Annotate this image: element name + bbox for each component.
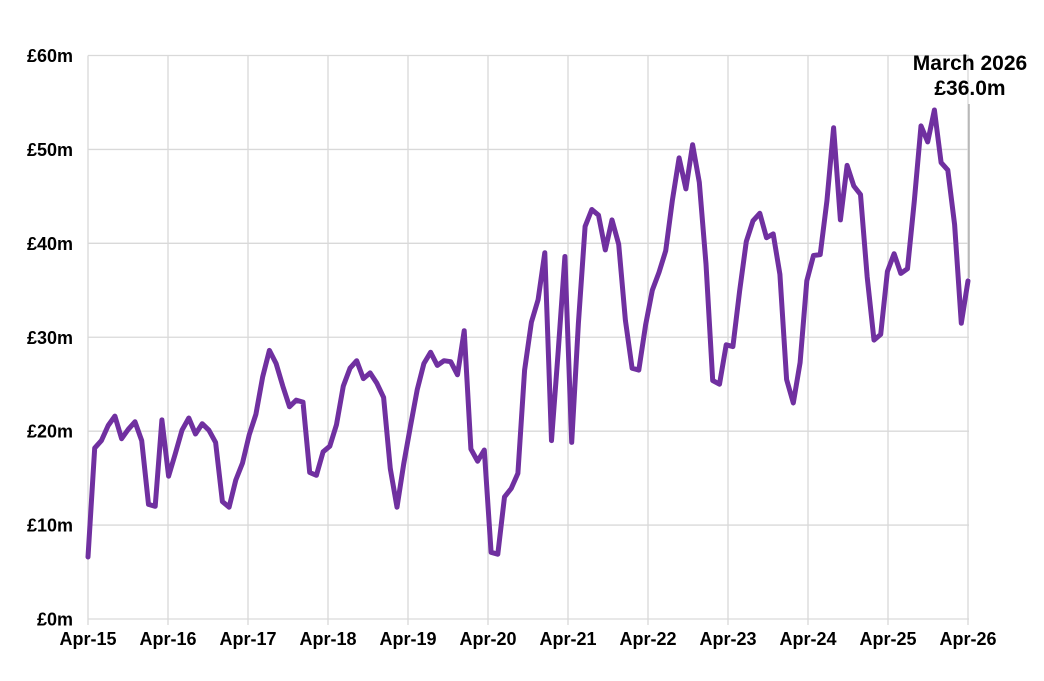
y-axis-label: £20m bbox=[27, 422, 73, 442]
data-series-line bbox=[85, 107, 971, 560]
horizontal-gridlines bbox=[88, 54, 969, 620]
x-axis-label: Apr-24 bbox=[779, 629, 836, 649]
y-axis-label: £10m bbox=[27, 516, 73, 536]
y-axis-label: £60m bbox=[27, 46, 73, 66]
x-axis-label: Apr-15 bbox=[59, 629, 116, 649]
x-axis-label: Apr-20 bbox=[459, 629, 516, 649]
x-axis-label: Apr-16 bbox=[139, 629, 196, 649]
y-axis-labels: £0m £10m £20m £30m £40m £50m £60m bbox=[27, 46, 73, 630]
y-axis-label: £40m bbox=[27, 234, 73, 254]
x-axis-label: Apr-18 bbox=[299, 629, 356, 649]
y-axis-label: £50m bbox=[27, 140, 73, 160]
y-axis-label: £30m bbox=[27, 328, 73, 348]
x-axis-label: Apr-25 bbox=[859, 629, 916, 649]
annotation-date-label: March 2026 bbox=[913, 52, 1027, 75]
x-axis-label: Apr-17 bbox=[219, 629, 276, 649]
x-axis-labels: Apr-15 Apr-16 Apr-17 Apr-18 Apr-19 Apr-20 Apr-… bbox=[59, 629, 996, 649]
x-axis-label: Apr-22 bbox=[619, 629, 676, 649]
x-axis-ticks bbox=[87, 619, 969, 625]
x-axis-label: Apr-19 bbox=[379, 629, 436, 649]
y-axis-label: £0m bbox=[37, 610, 73, 630]
x-axis-label: Apr-23 bbox=[699, 629, 756, 649]
annotation-value-label: £36.0m bbox=[934, 77, 1005, 100]
x-axis-label: Apr-21 bbox=[539, 629, 596, 649]
x-axis-label: Apr-26 bbox=[939, 629, 996, 649]
